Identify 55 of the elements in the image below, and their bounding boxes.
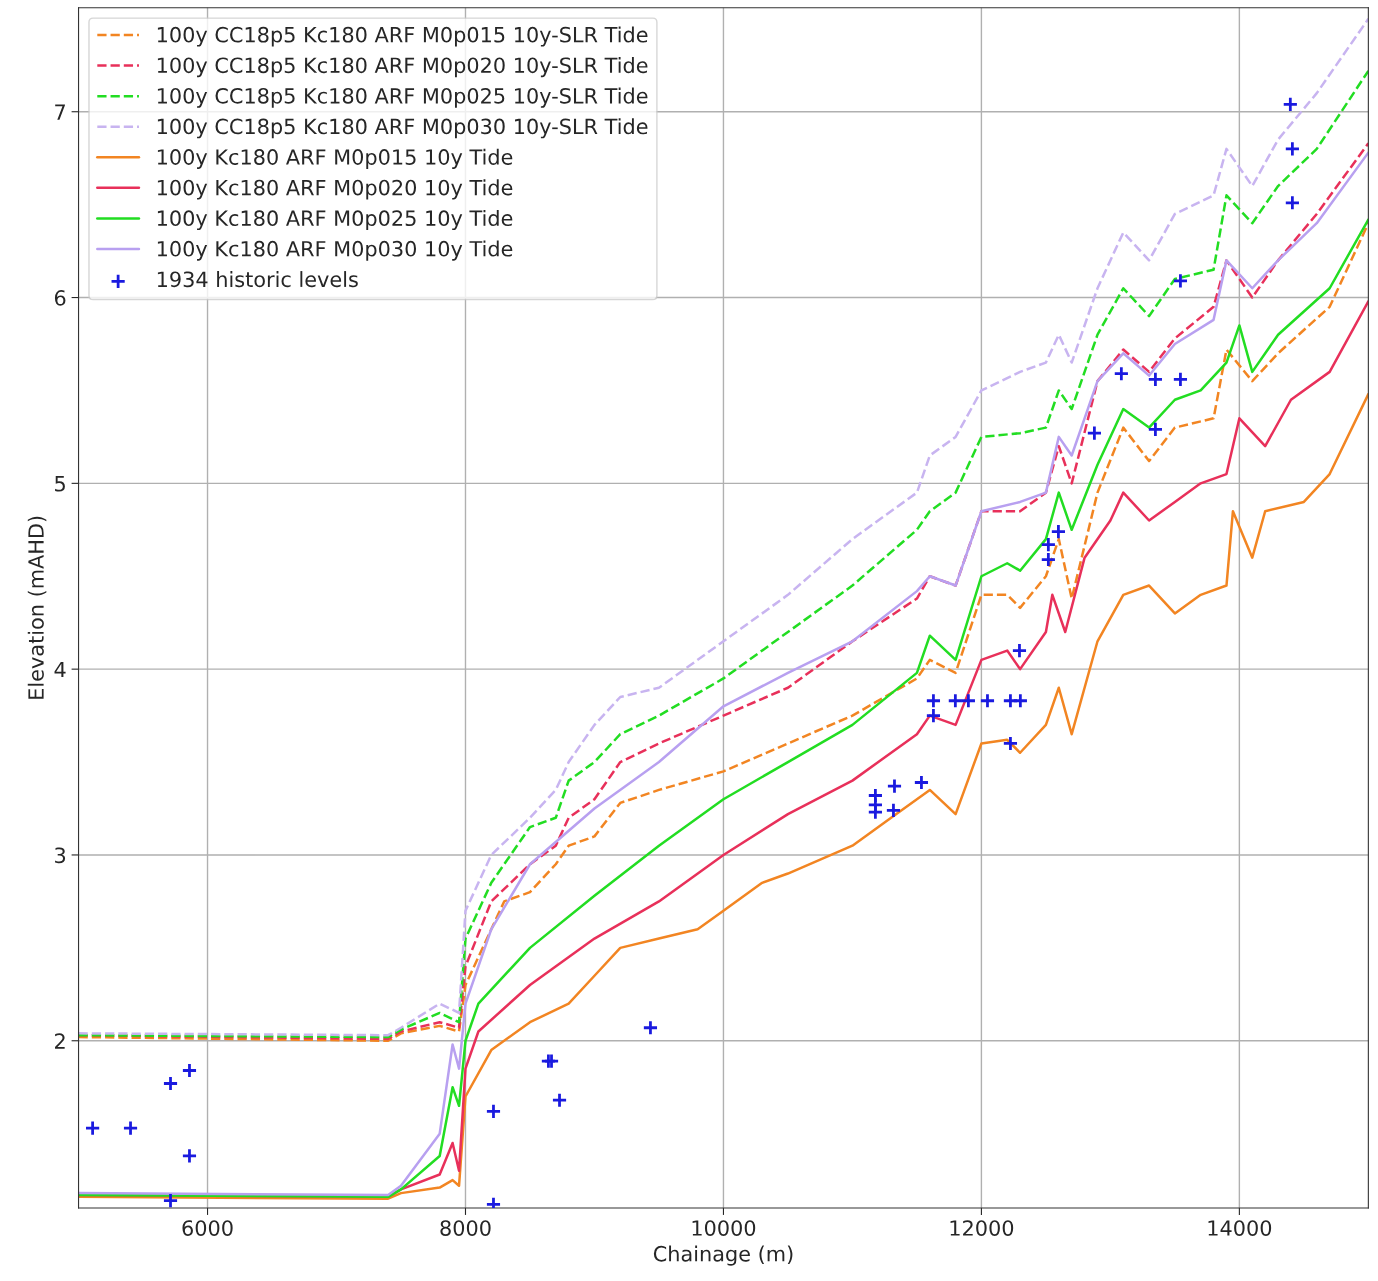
legend-label: 100y CC18p5 Kc180 ARF M0p020 10y-SLR Tide [157,57,648,78]
point [181,1147,198,1164]
x-tick-label: 14000 [1208,1220,1272,1236]
legend-label: 100y Kc180 ARF M0p030 10y Tide [157,240,513,261]
point [551,1092,568,1109]
y-tick-label: 2 [55,1033,65,1049]
point [1284,140,1301,157]
point [960,692,977,709]
point [1040,536,1057,553]
point [1050,523,1067,540]
point [1011,642,1028,659]
point [1040,551,1057,568]
legend-label: 100y CC18p5 Kc180 ARF M0p015 10y-SLR Tide [157,26,648,47]
point [886,778,903,795]
point [1284,194,1301,211]
point [925,707,942,724]
point [162,1192,179,1208]
x-tick-label: 6000 [182,1220,233,1236]
x-tick-label: 12000 [950,1220,1014,1236]
x-axis-title: Chainage (m) [653,1245,793,1266]
point [1172,371,1189,388]
y-tick-label: 5 [55,476,65,492]
y-tick-label: 3 [55,847,66,864]
point [1172,272,1189,289]
point [181,1062,198,1079]
y-tick-label: 4 [54,661,66,678]
point [162,1075,179,1092]
point [1086,425,1103,442]
legend-label: 1934 historic levels [157,271,358,288]
y-axis-title: Elevation (mAHD) [27,516,47,699]
y-tick-label: 7 [55,104,65,120]
point [979,692,996,709]
x-tick-label: 8000 [440,1220,491,1236]
point [1012,692,1029,709]
point [885,802,902,819]
point [913,774,930,791]
point [1002,735,1019,752]
point [122,1120,139,1137]
legend-label: 100y CC18p5 Kc180 ARF M0p030 10y-SLR Tide [157,118,648,139]
point [925,692,942,709]
y-tick-label: 6 [54,289,66,306]
point [642,1019,659,1036]
legend-label: 100y Kc180 ARF M0p020 10y Tide [157,179,513,200]
legend-label: 100y Kc180 ARF M0p015 10y Tide [157,148,513,169]
point [1147,421,1164,438]
point [947,692,964,709]
point [1147,371,1164,388]
point [1113,365,1130,382]
x-tick-label: 10000 [692,1220,756,1236]
point [84,1120,101,1137]
point [867,804,884,821]
legend-label: 100y CC18p5 Kc180 ARF M0p025 10y-SLR Tide [157,87,648,108]
point [485,1103,502,1120]
point [1282,96,1299,113]
legend-label: 100y Kc180 ARF M0p025 10y Tide [157,209,513,231]
